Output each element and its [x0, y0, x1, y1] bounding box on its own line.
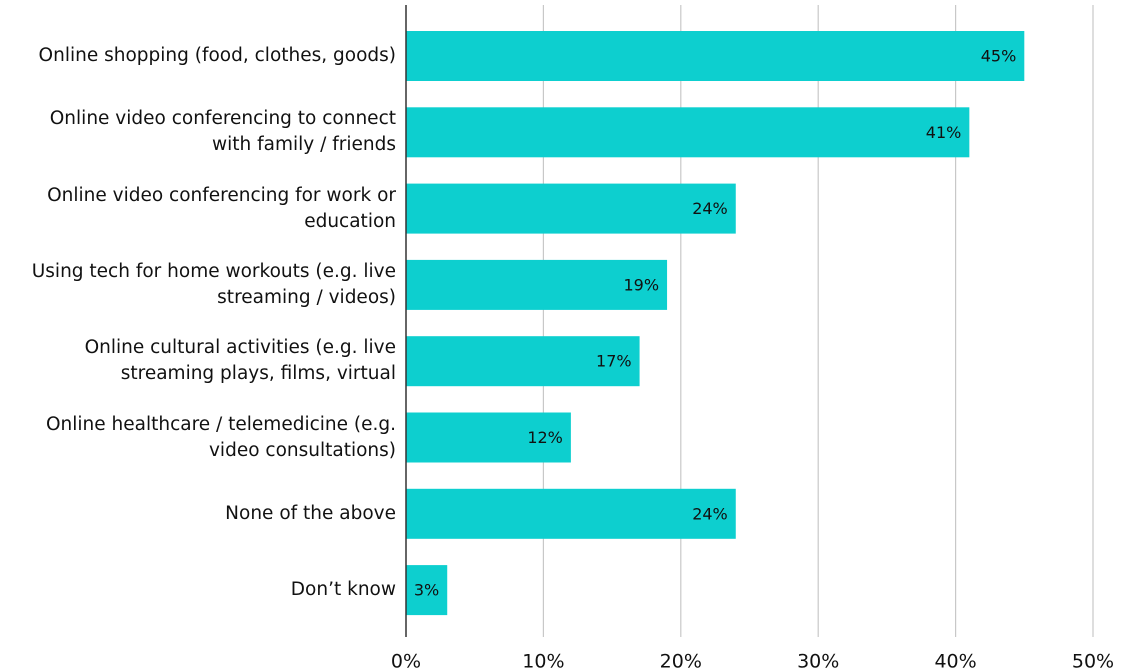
value-label: 41% — [926, 123, 962, 142]
category-label: Using tech for home workouts (e.g. live … — [31, 260, 396, 308]
bar — [406, 412, 571, 463]
value-label: 24% — [692, 504, 728, 523]
bar — [406, 31, 1025, 81]
category-label-box: Online video conferencing to connect wit… — [8, 94, 396, 170]
bar — [406, 107, 970, 158]
bar — [406, 259, 668, 310]
bar — [406, 183, 736, 234]
x-tick-label: 40% — [934, 651, 976, 672]
value-label: 24% — [692, 199, 728, 218]
x-tick-label: 20% — [660, 651, 702, 672]
category-label: Online cultural activities (e.g. live st… — [84, 337, 396, 385]
category-label-box: Online healthcare / telemedicine (e.g. v… — [8, 400, 396, 476]
bar — [406, 488, 736, 539]
value-label: 45% — [981, 47, 1017, 66]
category-label-box: Don’t know — [8, 552, 396, 628]
category-label-box: Online video conferencing for work or ed… — [8, 171, 396, 247]
x-tick-label: 50% — [1072, 651, 1114, 672]
category-label-box: Online cultural activities (e.g. live st… — [8, 323, 396, 399]
value-label: 19% — [623, 275, 659, 294]
category-label: None of the above — [225, 502, 396, 524]
value-label: 17% — [596, 352, 632, 371]
value-label: 3% — [414, 581, 439, 600]
category-label-box: Using tech for home workouts (e.g. live … — [8, 247, 396, 323]
category-label: Online video conferencing for work or ed… — [47, 184, 396, 232]
category-label: Don’t know — [290, 579, 396, 601]
bar — [406, 336, 640, 387]
x-tick-label: 10% — [522, 651, 564, 672]
value-label: 12% — [527, 428, 563, 447]
x-tick-label: 30% — [797, 651, 839, 672]
category-label: Online video conferencing to connect wit… — [49, 108, 396, 156]
category-label-box: Online shopping (food, clothes, goods) — [8, 18, 396, 94]
category-label: Online healthcare / telemedicine (e.g. v… — [45, 413, 396, 461]
category-label-box: None of the above — [8, 476, 396, 552]
x-tick-label: 0% — [391, 651, 421, 672]
bar — [406, 565, 448, 616]
category-label: Online shopping (food, clothes, goods) — [38, 45, 396, 66]
